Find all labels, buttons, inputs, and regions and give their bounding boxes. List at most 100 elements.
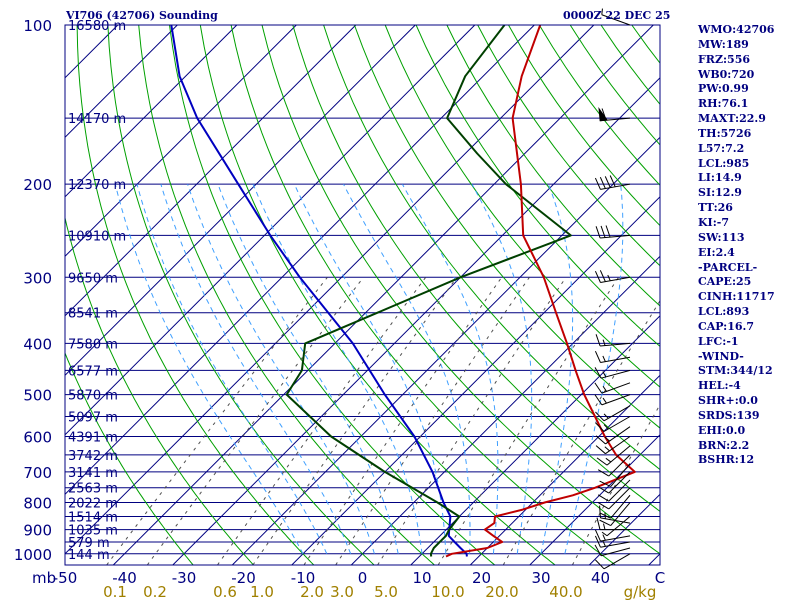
moist-adiabat-line (343, 183, 471, 554)
plot-frame (64, 24, 661, 566)
wind-barb (595, 553, 631, 570)
pressure-tick-label: 700 (23, 464, 52, 482)
dry-adiabat-line (353, 25, 660, 429)
sounding-index-item: -PARCEL- (698, 260, 758, 274)
isobar-height-label: 10910 m (68, 229, 126, 244)
moist-adiabat-line (160, 184, 352, 554)
isotherm-line (65, 25, 297, 258)
sounding-index-item: BRN:2.2 (698, 438, 750, 452)
isotherm-line (172, 77, 660, 565)
temperature-tick-label: 0 (358, 569, 368, 587)
sounding-index-item: WB0:720 (698, 67, 755, 81)
dry-adiabat-line (261, 25, 660, 555)
temperature-tick-label: 20 (472, 569, 491, 587)
sounding-profiles (170, 25, 636, 558)
sounding-index-item: STM:344/12 (698, 364, 773, 378)
dry-adiabat-line (65, 351, 194, 565)
pressure-tick-label: 900 (23, 522, 52, 540)
dry-adiabat-line (384, 25, 660, 388)
wind-barb (596, 445, 631, 466)
sounding-index-item: LCL:985 (698, 156, 750, 170)
wind-barb (594, 529, 631, 542)
sounding-index-item: WMO:42706 (698, 23, 775, 36)
wind-barb (594, 367, 631, 379)
wind-barb (595, 334, 631, 347)
wind-barb (598, 106, 631, 122)
sounding-index-item: SI:12.9 (698, 186, 742, 200)
wind-barb (599, 463, 631, 487)
sounding-index-item: KI:-7 (698, 215, 729, 229)
wind-barb (595, 436, 631, 455)
pressure-tick-label: 400 (23, 335, 52, 353)
mixing-ratio-labels: 0.1 0.2 0.6 1.0 2.0 3.0 5.0 10.0 20.0 40.0 g/kg (103, 583, 656, 600)
isotherm-line (0, 25, 58, 565)
temperature-tick-label: 40 (591, 569, 610, 587)
isobar-height-label: 5097 m (68, 411, 118, 426)
isobars (65, 25, 660, 555)
mixing-ratio-label: 10.0 (431, 583, 464, 600)
dry-adiabat-line (323, 25, 660, 471)
dry-adiabat-line (65, 215, 254, 565)
isotherm-line (65, 25, 416, 377)
moist-adiabat-line (252, 184, 423, 554)
temperature-tick-label: -40 (112, 569, 137, 587)
moist-adiabat-line (136, 184, 328, 554)
isotherm-line (231, 136, 660, 565)
wind-barb (595, 405, 631, 422)
isobar-height-label: 579 m (68, 536, 110, 551)
temperature-tick-label: -10 (291, 569, 316, 587)
wind-barb (594, 394, 631, 406)
mixing-ratio-line (335, 277, 530, 565)
sounding-index-item: SW:113 (698, 230, 745, 244)
isobar-height-label: 3141 m (68, 466, 118, 481)
mixing-ratio-label: 0.2 (143, 583, 167, 600)
sounding-time: 0000Z 22 DEC 25 (563, 9, 671, 22)
isobar-height-label: 3742 m (68, 449, 118, 464)
mixing-ratio-line (571, 403, 660, 565)
temperature-axis-labels: mb-50 -40 -30 -20 -10 0 10 20 30 40 C (32, 569, 665, 587)
pressure-tick-label: 300 (23, 269, 52, 287)
sounding-index-item: -WIND- (698, 349, 744, 363)
station-title: VI706 (42706) Sounding (66, 9, 218, 22)
mixing-ratio-line (377, 277, 567, 565)
mixing-ratio-label: 3.0 (330, 583, 354, 600)
isobar-height-label: 1035 m (68, 524, 118, 539)
isobar-height-label: 2022 m (68, 497, 118, 512)
sounding-index-item: SHR+:0.0 (698, 394, 758, 408)
isotherm-line (65, 25, 238, 198)
moist-adiabat-line (564, 184, 624, 554)
isobar-height-label: 8541 m (68, 307, 118, 322)
moist-adiabat-line (471, 183, 533, 554)
isotherm-line (350, 255, 660, 565)
dry-adiabat-line (292, 25, 660, 513)
moist-adiabat-line (401, 183, 499, 554)
isobar-height-label: 4391 m (68, 430, 118, 445)
isotherm-line (469, 374, 660, 565)
dry-adiabat-line (477, 25, 660, 267)
isobar-height-label: 144 m (68, 548, 110, 563)
pressure-axis-labels: 100 200 300 400 500 600 700 800 900 1000 (14, 17, 52, 564)
isobar-height-label: 2563 m (68, 482, 118, 497)
wind-barb (597, 487, 631, 510)
isobar-height-label: 6577 m (68, 364, 118, 379)
sounding-index-item: TT:26 (698, 201, 733, 215)
wind-barb (594, 382, 631, 394)
sounding-index-item: BSHR:12 (698, 453, 755, 467)
wind-barb (594, 535, 631, 548)
temperature-tick-label: 30 (531, 569, 550, 587)
sounding-index-item: EHI:0.0 (698, 423, 746, 437)
sounding-index-item: CAPE:25 (698, 275, 752, 289)
sounding-indices-list: WMO:42706 MW:189 FRZ:556 WB0:720 PW:0.99 RH:7… (698, 23, 775, 468)
moist-adiabat-line (293, 183, 447, 554)
mixing-ratio-label: 5.0 (374, 583, 398, 600)
wind-barb (595, 225, 631, 239)
wind-barb (599, 494, 631, 519)
wind-barbs (594, 8, 631, 570)
mixing-ratio-line (502, 299, 660, 565)
isobar-height-label: 14170 m (68, 112, 126, 127)
dewpoint-trace-line (285, 25, 572, 557)
mixing-ratio-label: 0.1 (103, 583, 127, 600)
temperature-tick-label: -20 (231, 569, 256, 587)
isotherm-line (410, 315, 660, 565)
